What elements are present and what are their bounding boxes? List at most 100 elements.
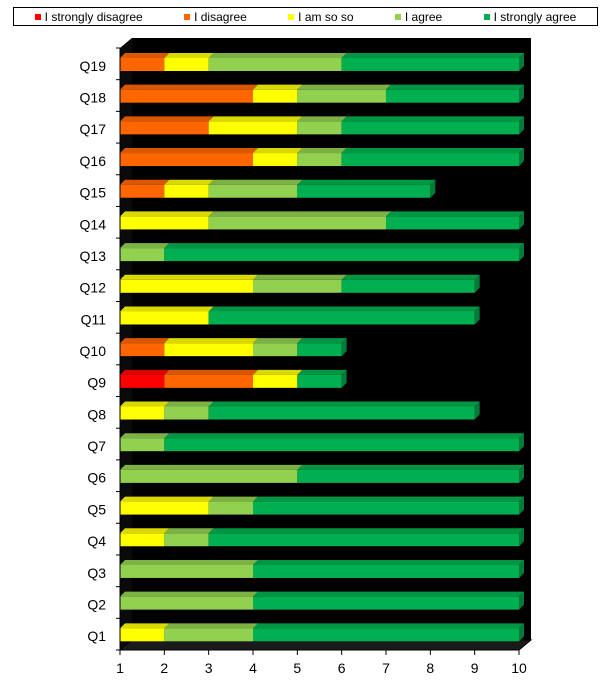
- bar-segment-top: [253, 623, 524, 629]
- bar-segment-end: [519, 464, 524, 483]
- bar-segment-end: [341, 338, 347, 357]
- bar-segment: [253, 564, 519, 578]
- bar-segment-top: [120, 211, 214, 217]
- bar-segment: [120, 343, 165, 357]
- bar-segment-top: [253, 148, 303, 154]
- bar-segment-top: [208, 53, 347, 58]
- bar-segment-end: [519, 148, 524, 167]
- bar-segment-top: [386, 211, 524, 217]
- bar-segment: [120, 216, 209, 230]
- bar-segment-top: [120, 116, 214, 122]
- bar-segment-top: [164, 369, 258, 375]
- bar-segment-top: [386, 84, 524, 90]
- bar-segment-end: [474, 306, 480, 325]
- bar-segment: [164, 248, 520, 262]
- plot-floor: [118, 639, 533, 651]
- y-tick-label: Q12: [80, 280, 107, 296]
- bar-segment-end: [519, 84, 524, 103]
- x-tick-label: 5: [293, 660, 301, 676]
- bar-segment: [208, 406, 475, 420]
- bar-segment: [208, 501, 253, 515]
- bar-segment-top: [120, 559, 258, 565]
- y-tick-label: Q7: [87, 438, 106, 454]
- bar-segment: [253, 596, 519, 610]
- x-tick-label: 10: [511, 660, 527, 676]
- bar-segment-top: [120, 84, 258, 90]
- bar-segment-top: [253, 591, 524, 597]
- bar-segment: [120, 311, 209, 325]
- bar-segment-top: [120, 306, 214, 312]
- bar-segment: [297, 121, 342, 135]
- bar-segment-top: [208, 528, 524, 534]
- bar-segment: [341, 279, 475, 293]
- bar-segment-end: [519, 591, 524, 610]
- y-tick-label: Q19: [80, 58, 107, 74]
- y-tick-label: Q18: [80, 90, 107, 106]
- bar-segment-end: [519, 243, 524, 262]
- bar-segment-top: [253, 274, 347, 280]
- bar-segment: [120, 628, 165, 642]
- bar-segment-top: [253, 338, 303, 344]
- bar-segment: [253, 628, 519, 642]
- bar-segment-top: [341, 148, 524, 154]
- bar-segment-end: [474, 401, 480, 420]
- bar-segment: [120, 374, 165, 388]
- bar-segment-top: [164, 401, 214, 407]
- bar-segment-top: [164, 53, 214, 58]
- bar-segment-top: [120, 369, 170, 375]
- legend-swatch: [184, 13, 191, 20]
- bar-segment-top: [120, 496, 214, 502]
- legend-item: I disagree: [184, 10, 247, 24]
- y-tick-label: Q16: [80, 153, 107, 169]
- bar-segment: [297, 89, 386, 103]
- bar-segment: [208, 216, 386, 230]
- bar-segment: [253, 89, 298, 103]
- bar-segment: [341, 153, 519, 167]
- bar-segment-top: [208, 116, 303, 122]
- x-tick-label: 3: [205, 660, 213, 676]
- legend-item: I strongly disagree: [34, 10, 143, 24]
- bar-segment: [208, 58, 342, 71]
- bar-segment: [164, 374, 253, 388]
- bar-segment: [253, 374, 298, 388]
- bar-segment: [120, 153, 253, 167]
- bar-segment-top: [164, 338, 258, 344]
- y-tick-label: Q9: [87, 375, 106, 391]
- x-tick-label: 4: [249, 660, 257, 676]
- bar-segment: [297, 184, 431, 198]
- bar-segment-top: [297, 464, 524, 470]
- x-tick-label: 6: [338, 660, 346, 676]
- bar-segment: [297, 374, 342, 388]
- bar-segment: [164, 58, 209, 71]
- bar-segment: [120, 533, 165, 547]
- y-tick-label: Q5: [87, 501, 106, 517]
- bar-segment: [164, 343, 253, 357]
- bar-segment-top: [208, 496, 258, 502]
- y-tick-label: Q17: [80, 121, 107, 137]
- legend-item: I agree: [394, 9, 443, 24]
- bar-segment: [208, 533, 519, 547]
- bar-segment: [120, 406, 165, 420]
- bar-segment: [120, 469, 298, 483]
- legend-swatch: [394, 13, 401, 20]
- legend-label: I agree: [404, 9, 443, 24]
- bar-segment: [120, 248, 165, 262]
- bar-segment: [120, 184, 165, 198]
- bar-segment-end: [519, 496, 524, 515]
- bar-segment-top: [341, 116, 524, 122]
- bar-segment-end: [519, 559, 524, 578]
- y-tick-label: Q1: [87, 628, 106, 644]
- bar-segment-top: [120, 464, 303, 470]
- chart-legend: I strongly disagree I disagree I am so so I…: [13, 7, 598, 26]
- bar-segment: [208, 121, 298, 135]
- bar-segment-top: [120, 338, 170, 344]
- bar-segment: [253, 343, 298, 357]
- legend-swatch: [288, 13, 295, 20]
- bar-segment: [297, 153, 342, 167]
- y-tick-label: Q13: [80, 248, 107, 264]
- bar-segment: [164, 438, 520, 452]
- x-tick-label: 1: [116, 660, 124, 676]
- y-tick-label: Q14: [80, 216, 107, 232]
- bar-segment: [164, 406, 209, 420]
- bar-segment-end: [519, 623, 524, 642]
